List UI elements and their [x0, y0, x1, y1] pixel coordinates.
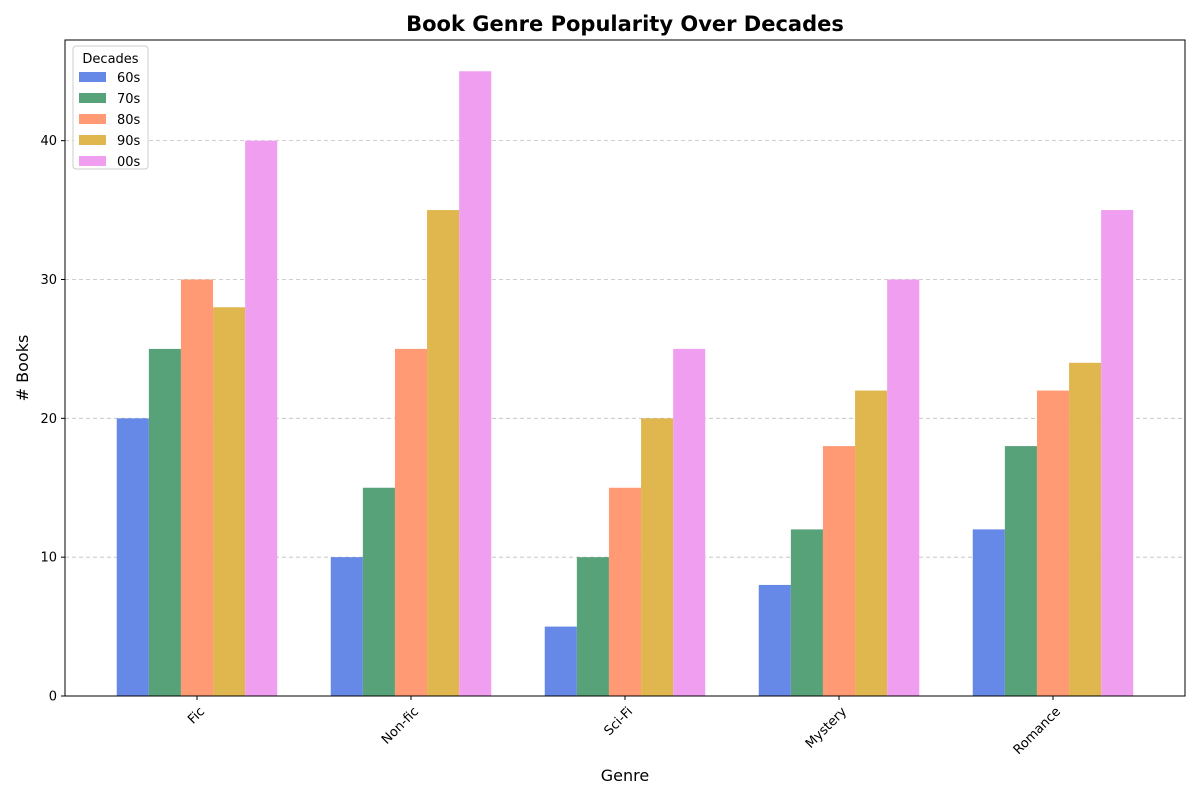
y-tick-label-20: 20 [40, 412, 57, 427]
bar-90s-Mystery [855, 390, 888, 696]
x-tick-label-Romance: Romance [1011, 704, 1064, 757]
bar-70s-Romance [1004, 446, 1037, 696]
bar-90s-Fic [213, 307, 246, 696]
x-axis-ticks: Fic Non-fic Sci-Fi Mystery Romance [185, 696, 1064, 758]
legend: Decades 60s 70s 80s 90s 00s [72, 45, 149, 170]
y-axis-label: # Books [13, 335, 32, 402]
x-tick-label-Sci-Fi: Sci-Fi [601, 704, 636, 739]
series-60s [116, 418, 1005, 696]
legend-swatch-60s [79, 72, 106, 82]
y-axis-ticks: 0 10 20 30 40 [40, 134, 65, 705]
bars [116, 71, 1134, 697]
chart-title: Book Genre Popularity Over Decades [406, 12, 844, 36]
series-00s [245, 71, 1134, 697]
series-70s [148, 348, 1037, 696]
bar-60s-Romance [972, 529, 1005, 696]
series-80s [180, 279, 1070, 696]
bar-00s-Sci-Fi [673, 348, 706, 696]
legend-label-70s: 70s [117, 92, 141, 107]
bar-70s-Sci-Fi [576, 557, 609, 696]
bar-90s-Romance [1069, 362, 1102, 696]
legend-title: Decades [82, 52, 138, 67]
legend-swatch-00s [79, 156, 106, 166]
bar-80s-Fic [180, 279, 214, 696]
y-tick-label-10: 10 [40, 551, 57, 566]
bar-90s-Sci-Fi [641, 418, 674, 696]
legend-label-00s: 00s [117, 155, 141, 170]
bar-70s-Mystery [790, 529, 823, 696]
bar-80s-Mystery [822, 446, 856, 696]
bar-00s-Non-fic [459, 71, 492, 696]
series-90s [213, 210, 1102, 696]
legend-label-80s: 80s [117, 113, 141, 128]
bar-80s-Non-fic [394, 348, 428, 696]
bar-70s-Fic [148, 348, 181, 696]
legend-swatch-70s [79, 93, 106, 103]
bar-00s-Mystery [887, 279, 920, 696]
bar-00s-Fic [245, 140, 278, 697]
bar-80s-Sci-Fi [608, 487, 642, 696]
y-tick-label-30: 30 [40, 273, 57, 288]
legend-label-60s: 60s [117, 71, 141, 86]
y-tick-label-0: 0 [49, 690, 57, 705]
bar-90s-Non-fic [427, 210, 460, 696]
legend-swatch-90s [79, 135, 106, 145]
y-tick-label-40: 40 [40, 134, 57, 149]
x-tick-label-Non-fic: Non-fic [379, 704, 422, 747]
legend-swatch-80s [79, 114, 106, 124]
x-axis-label: Genre [601, 766, 649, 785]
x-tick-label-Fic: Fic [185, 704, 208, 727]
bar-60s-Non-fic [330, 557, 363, 696]
bar-70s-Non-fic [362, 487, 395, 696]
bar-00s-Romance [1101, 210, 1134, 696]
bar-60s-Sci-Fi [544, 626, 577, 696]
bar-60s-Fic [116, 418, 149, 696]
legend-label-90s: 90s [117, 134, 141, 149]
x-tick-label-Mystery: Mystery [803, 704, 850, 751]
bar-80s-Romance [1036, 390, 1070, 696]
bar-60s-Mystery [758, 584, 791, 696]
